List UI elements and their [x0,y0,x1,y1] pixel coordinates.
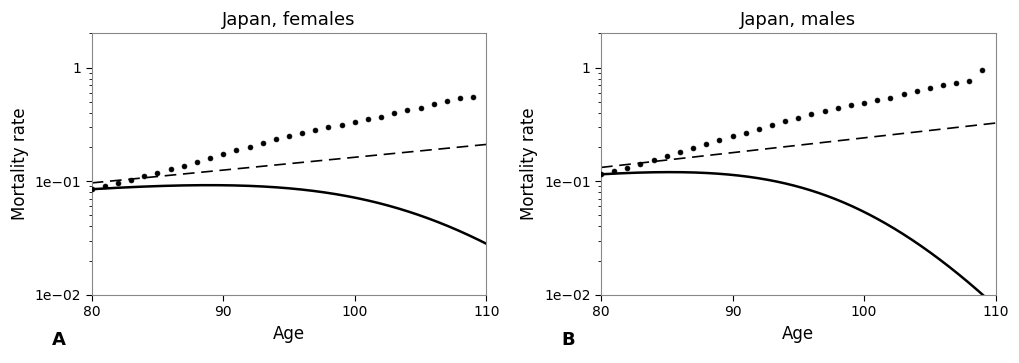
X-axis label: Age: Age [273,325,305,343]
Text: A: A [52,331,66,349]
Y-axis label: Mortality rate: Mortality rate [11,108,30,220]
X-axis label: Age: Age [782,325,813,343]
Title: Japan, males: Japan, males [740,11,856,29]
Y-axis label: Mortality rate: Mortality rate [520,108,538,220]
Text: B: B [561,331,575,349]
Title: Japan, females: Japan, females [222,11,356,29]
